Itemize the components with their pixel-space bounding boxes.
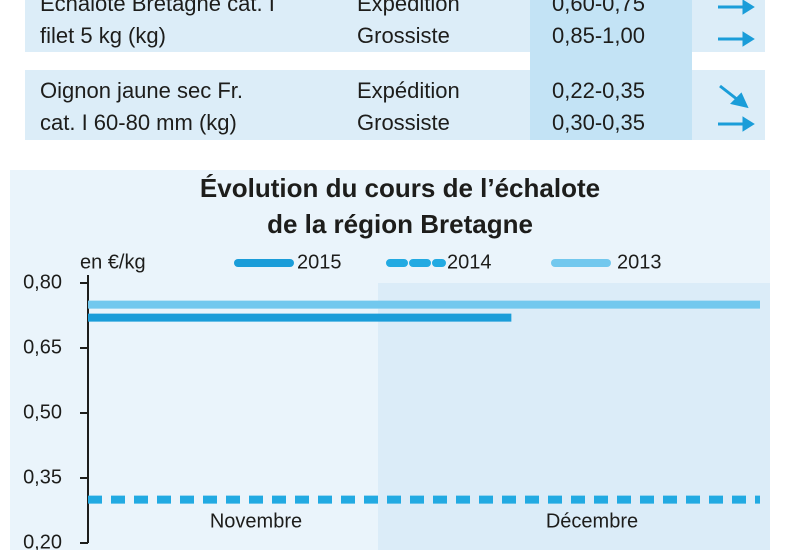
price: 0,22-0,35 — [552, 78, 645, 103]
product-name: filet 5 kg (kg) — [40, 23, 166, 48]
legend-label: 2013 — [617, 251, 662, 273]
product-name: Oignon jaune sec Fr. — [40, 78, 243, 103]
stage: Expédition — [357, 78, 460, 103]
stage: Grossiste — [357, 110, 450, 135]
price: 0,30-0,35 — [552, 110, 645, 135]
product-name: Échalote Bretagne cat. I — [40, 0, 275, 16]
legend-label: 2015 — [297, 251, 342, 273]
x-category-label: Novembre — [210, 510, 302, 532]
stage: Grossiste — [357, 23, 450, 48]
product-name: cat. I 60-80 mm (kg) — [40, 110, 237, 135]
price: 0,85-1,00 — [552, 23, 645, 48]
x-category-label: Décembre — [546, 510, 638, 532]
stage: Expédition — [357, 0, 460, 16]
y-tick-label: 0,80 — [23, 271, 62, 293]
chart-title: Évolution du cours de l’échalote — [200, 173, 600, 203]
y-tick-label: 0,35 — [23, 466, 62, 488]
y-tick-label: 0,20 — [23, 531, 62, 550]
price-column-bg — [530, 0, 692, 140]
chart-title: de la région Bretagne — [267, 209, 533, 239]
month-band — [378, 283, 770, 550]
legend-label: 2014 — [447, 251, 492, 273]
y-tick-label: 0,65 — [23, 336, 62, 358]
trend-icons — [718, 0, 755, 132]
price: 0,60-0,75 — [552, 0, 645, 16]
y-axis-label: en €/kg — [80, 251, 146, 273]
y-tick-label: 0,50 — [23, 401, 62, 423]
